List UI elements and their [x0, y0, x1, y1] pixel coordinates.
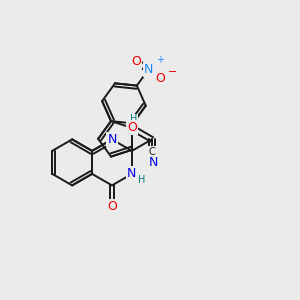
Text: −: − — [167, 67, 177, 77]
Text: N: N — [127, 167, 136, 180]
Text: H: H — [138, 175, 146, 184]
Text: N: N — [149, 156, 158, 169]
Text: O: O — [131, 55, 141, 68]
Text: H: H — [130, 114, 137, 124]
Text: O: O — [155, 72, 165, 85]
Text: O: O — [127, 122, 137, 134]
Text: C: C — [148, 147, 155, 157]
Text: N: N — [107, 133, 117, 146]
Text: O: O — [107, 200, 117, 213]
Text: +: + — [156, 56, 164, 65]
Text: N: N — [144, 63, 153, 76]
